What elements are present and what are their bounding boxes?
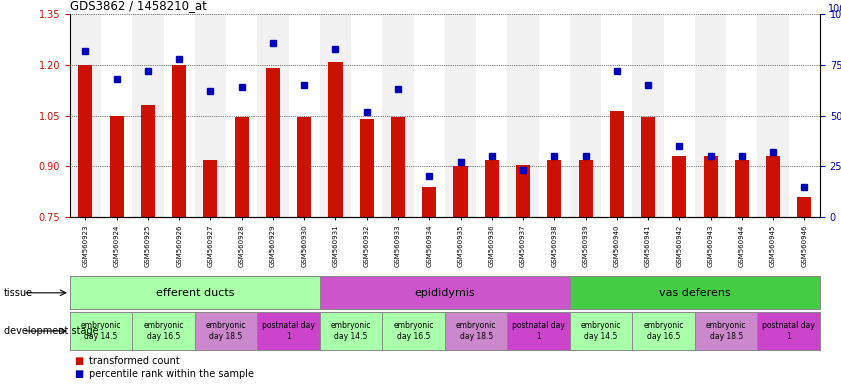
Text: embryonic
day 14.5: embryonic day 14.5 — [331, 321, 372, 341]
Bar — [507, 312, 570, 350]
Bar — [570, 14, 601, 217]
Bar — [383, 14, 414, 217]
Bar — [453, 166, 468, 217]
Bar — [204, 159, 218, 217]
Text: postnatal day
1: postnatal day 1 — [512, 321, 565, 341]
Bar — [672, 156, 686, 217]
Bar — [766, 156, 780, 217]
Bar — [195, 312, 257, 350]
Text: ■: ■ — [74, 356, 83, 366]
Bar — [664, 14, 695, 217]
Bar — [257, 14, 288, 217]
Text: embryonic
day 16.5: embryonic day 16.5 — [394, 321, 434, 341]
Bar — [735, 159, 748, 217]
Bar — [320, 14, 351, 217]
Bar — [163, 14, 195, 217]
Bar — [789, 14, 820, 217]
Bar — [235, 117, 249, 217]
Bar — [695, 312, 758, 350]
Text: epididymis: epididymis — [415, 288, 475, 298]
Bar — [632, 14, 664, 217]
Bar — [101, 14, 132, 217]
Bar — [70, 312, 132, 350]
Bar — [70, 14, 101, 217]
Text: embryonic
day 14.5: embryonic day 14.5 — [581, 321, 621, 341]
Bar — [288, 14, 320, 217]
Bar — [320, 312, 383, 350]
Text: vas deferens: vas deferens — [659, 288, 731, 298]
Text: embryonic
day 16.5: embryonic day 16.5 — [143, 321, 184, 341]
Bar — [320, 276, 570, 309]
Bar — [547, 159, 561, 217]
Bar — [172, 65, 186, 217]
Bar — [109, 116, 124, 217]
Bar — [695, 14, 726, 217]
Bar — [610, 111, 624, 217]
Bar — [445, 14, 476, 217]
Bar — [758, 312, 820, 350]
Bar — [632, 312, 695, 350]
Text: 100%: 100% — [828, 4, 841, 14]
Bar — [507, 14, 538, 217]
Bar — [414, 14, 445, 217]
Bar — [445, 312, 507, 350]
Bar — [641, 117, 655, 217]
Text: embryonic
day 14.5: embryonic day 14.5 — [81, 321, 121, 341]
Bar — [351, 14, 383, 217]
Bar — [329, 61, 342, 217]
Bar — [570, 312, 632, 350]
Bar — [570, 276, 820, 309]
Bar — [257, 312, 320, 350]
Bar — [132, 14, 163, 217]
Text: percentile rank within the sample: percentile rank within the sample — [89, 369, 254, 379]
Bar — [484, 159, 499, 217]
Bar — [78, 65, 93, 217]
Bar — [195, 14, 226, 217]
Bar — [516, 165, 530, 217]
Bar — [704, 156, 717, 217]
Bar — [601, 14, 632, 217]
Text: postnatal day
1: postnatal day 1 — [262, 321, 315, 341]
Bar — [297, 117, 311, 217]
Text: GDS3862 / 1458210_at: GDS3862 / 1458210_at — [70, 0, 207, 12]
Text: tissue: tissue — [4, 288, 34, 298]
Bar — [476, 14, 507, 217]
Bar — [141, 106, 155, 217]
Text: development stage: development stage — [4, 326, 99, 336]
Text: embryonic
day 18.5: embryonic day 18.5 — [206, 321, 246, 341]
Bar — [758, 14, 789, 217]
Bar — [422, 187, 436, 217]
Bar — [70, 276, 320, 309]
Text: ■: ■ — [74, 369, 83, 379]
Bar — [360, 119, 373, 217]
Text: embryonic
day 18.5: embryonic day 18.5 — [456, 321, 496, 341]
Text: embryonic
day 16.5: embryonic day 16.5 — [643, 321, 684, 341]
Bar — [391, 117, 405, 217]
Bar — [538, 14, 570, 217]
Text: postnatal day
1: postnatal day 1 — [762, 321, 815, 341]
Bar — [726, 14, 758, 217]
Text: efferent ducts: efferent ducts — [156, 288, 234, 298]
Bar — [797, 197, 812, 217]
Bar — [226, 14, 257, 217]
Bar — [266, 68, 280, 217]
Text: transformed count: transformed count — [89, 356, 180, 366]
Text: embryonic
day 18.5: embryonic day 18.5 — [706, 321, 747, 341]
Bar — [383, 312, 445, 350]
Bar — [132, 312, 195, 350]
Bar — [579, 159, 593, 217]
